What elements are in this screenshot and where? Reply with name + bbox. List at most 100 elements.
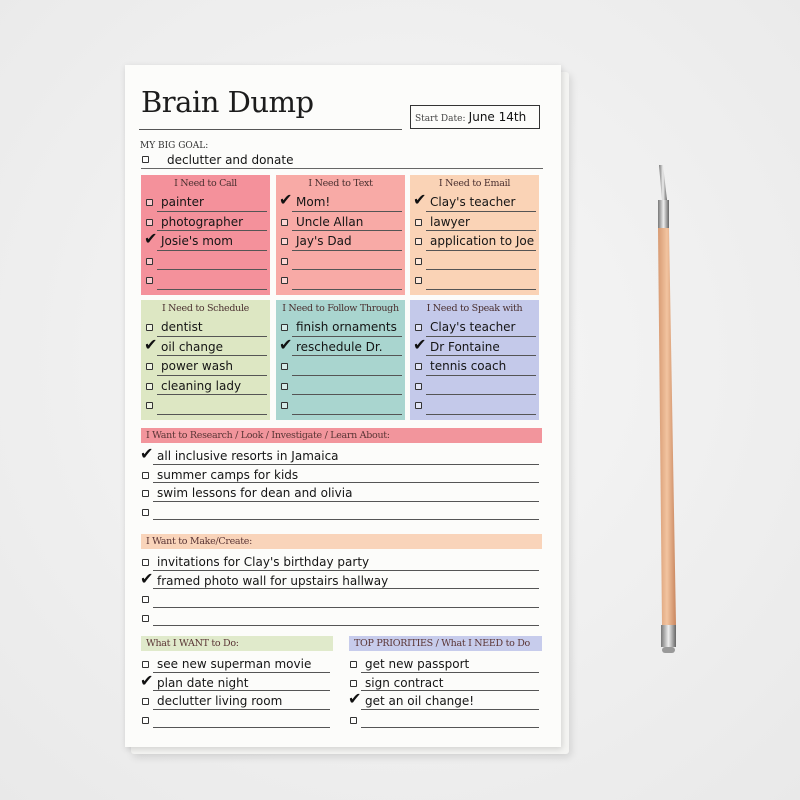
checkbox[interactable] bbox=[142, 661, 149, 668]
box-follow: I Need to Follow Through finish ornaments… bbox=[276, 300, 405, 420]
list-item[interactable] bbox=[137, 590, 542, 609]
list-item[interactable]: declutter living room bbox=[137, 692, 333, 711]
list-item[interactable]: sign contract bbox=[345, 674, 542, 693]
item-text: Mom! bbox=[296, 195, 331, 209]
list-item[interactable]: swim lessons for dean and olivia bbox=[137, 484, 542, 503]
list-item[interactable]: Uncle Allan bbox=[276, 213, 405, 233]
checkbox[interactable] bbox=[415, 382, 422, 390]
checkbox[interactable] bbox=[350, 716, 357, 724]
checkbox[interactable] bbox=[281, 218, 288, 226]
list-item[interactable]: ✔ Josie's mom bbox=[141, 229, 270, 252]
checkbox[interactable] bbox=[142, 490, 149, 497]
checkbox[interactable] bbox=[281, 363, 288, 370]
list-item[interactable]: ✔ plan date night bbox=[137, 670, 333, 693]
list-item[interactable] bbox=[410, 252, 539, 272]
list-item[interactable]: ✔ Mom! bbox=[276, 190, 405, 213]
checkmark-icon[interactable]: ✔ bbox=[144, 334, 158, 354]
list-item[interactable]: finish ornaments bbox=[276, 318, 405, 338]
list-item[interactable]: ✔ framed photo wall for upstairs hallway bbox=[137, 568, 542, 591]
checkbox[interactable] bbox=[142, 596, 149, 603]
list-item[interactable]: get new passport bbox=[345, 655, 542, 674]
list-item[interactable]: ✔ Dr Fontaine bbox=[410, 334, 539, 358]
list-item[interactable]: Clay's teacher bbox=[410, 318, 539, 338]
write-line bbox=[426, 288, 536, 290]
list-item[interactable] bbox=[276, 357, 405, 377]
checkbox[interactable] bbox=[281, 402, 288, 409]
checkbox[interactable] bbox=[146, 324, 153, 331]
start-date-box[interactable]: Start Date: June 14th bbox=[410, 105, 540, 129]
list-item[interactable]: cleaning lady bbox=[141, 377, 270, 397]
checkbox[interactable] bbox=[146, 199, 153, 206]
checkbox[interactable] bbox=[142, 559, 149, 566]
checkbox[interactable] bbox=[281, 277, 288, 284]
list-item[interactable] bbox=[276, 271, 405, 291]
list-item[interactable]: Jay's Dad bbox=[276, 232, 405, 252]
list-item[interactable] bbox=[276, 377, 405, 397]
list-item[interactable] bbox=[137, 609, 542, 628]
list-item[interactable]: application to Joe bbox=[410, 232, 539, 252]
list-item[interactable] bbox=[141, 396, 270, 416]
big-goal-row[interactable]: declutter and donate bbox=[141, 153, 543, 169]
checkmark-icon[interactable]: ✔ bbox=[144, 229, 158, 248]
write-line bbox=[157, 249, 267, 251]
list-item[interactable]: painter bbox=[141, 193, 270, 213]
checkbox[interactable] bbox=[415, 218, 422, 226]
checkmark-icon[interactable]: ✔ bbox=[279, 190, 293, 209]
checkbox[interactable] bbox=[142, 156, 149, 163]
checkbox[interactable] bbox=[415, 402, 422, 409]
list-item[interactable]: invitations for Clay's birthday party bbox=[137, 553, 542, 572]
checkbox[interactable] bbox=[415, 324, 422, 331]
list-item[interactable] bbox=[410, 377, 539, 397]
list-item[interactable]: see new superman movie bbox=[137, 655, 333, 674]
list-item[interactable]: ✔ all inclusive resorts in Jamaica bbox=[137, 444, 542, 466]
checkbox[interactable] bbox=[281, 324, 288, 331]
checkbox[interactable] bbox=[415, 277, 422, 284]
checkbox[interactable] bbox=[281, 257, 288, 265]
list-item[interactable]: ✔ oil change bbox=[141, 334, 270, 358]
list-item[interactable]: ✔ get an oil change! bbox=[345, 689, 542, 711]
checkbox[interactable] bbox=[350, 661, 357, 668]
list-item[interactable] bbox=[345, 711, 542, 730]
list-item[interactable] bbox=[141, 271, 270, 291]
checkbox[interactable] bbox=[142, 508, 149, 516]
checkbox[interactable] bbox=[146, 402, 153, 409]
list-item[interactable] bbox=[410, 396, 539, 416]
checkmark-icon[interactable]: ✔ bbox=[279, 334, 293, 354]
item-text: get an oil change! bbox=[365, 694, 475, 708]
list-item[interactable]: photographer bbox=[141, 213, 270, 233]
checkbox[interactable] bbox=[146, 257, 153, 265]
checkbox[interactable] bbox=[142, 716, 149, 724]
checkmark-icon[interactable]: ✔ bbox=[348, 689, 362, 708]
checkbox[interactable] bbox=[281, 382, 288, 390]
list-item[interactable]: lawyer bbox=[410, 213, 539, 233]
checkbox[interactable] bbox=[281, 238, 288, 245]
checkbox[interactable] bbox=[146, 382, 153, 390]
checkmark-icon[interactable]: ✔ bbox=[140, 670, 154, 690]
list-item[interactable] bbox=[137, 503, 542, 522]
checkbox[interactable] bbox=[415, 257, 422, 265]
checkmark-icon[interactable]: ✔ bbox=[413, 190, 427, 209]
checkbox[interactable] bbox=[142, 698, 149, 705]
list-item[interactable] bbox=[137, 711, 333, 730]
list-item[interactable] bbox=[141, 252, 270, 272]
checkbox[interactable] bbox=[350, 679, 357, 687]
checkbox[interactable] bbox=[415, 238, 422, 245]
list-item[interactable]: summer camps for kids bbox=[137, 466, 542, 485]
checkbox[interactable] bbox=[146, 363, 153, 370]
list-item[interactable] bbox=[276, 252, 405, 272]
checkmark-icon[interactable]: ✔ bbox=[413, 334, 427, 354]
list-item[interactable]: ✔ reschedule Dr. bbox=[276, 334, 405, 358]
checkbox[interactable] bbox=[142, 614, 149, 622]
checkbox[interactable] bbox=[146, 277, 153, 284]
list-item[interactable] bbox=[276, 396, 405, 416]
checkmark-icon[interactable]: ✔ bbox=[140, 444, 154, 463]
checkbox[interactable] bbox=[146, 218, 153, 226]
checkbox[interactable] bbox=[415, 363, 422, 370]
checkmark-icon[interactable]: ✔ bbox=[140, 568, 154, 588]
list-item[interactable]: power wash bbox=[141, 357, 270, 377]
list-item[interactable]: ✔ Clay's teacher bbox=[410, 190, 539, 213]
list-item[interactable] bbox=[410, 271, 539, 291]
list-item[interactable]: tennis coach bbox=[410, 357, 539, 377]
checkbox[interactable] bbox=[142, 471, 149, 479]
list-item[interactable]: dentist bbox=[141, 318, 270, 338]
